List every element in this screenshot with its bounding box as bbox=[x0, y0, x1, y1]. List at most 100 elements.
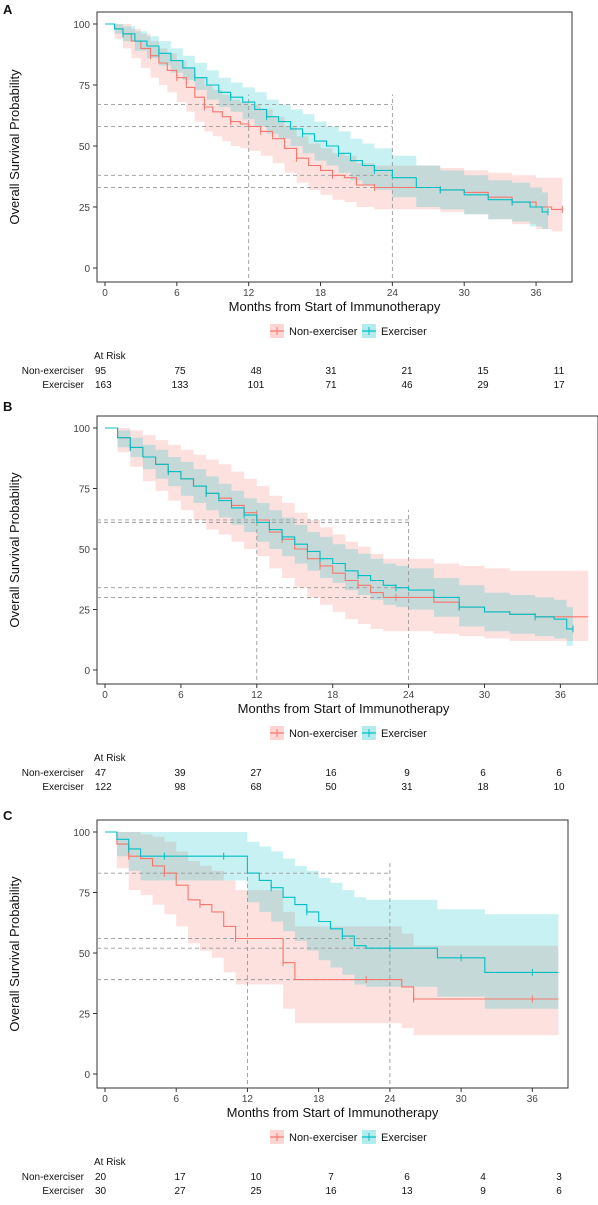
risk-table: At Risk Non-exerciser 47 39 27 16 9 6 6 Exerciser… bbox=[22, 753, 565, 793]
risk-cell: 9 bbox=[404, 768, 410, 779]
y-tick-label: 100 bbox=[73, 20, 90, 31]
risk-cell: 6 bbox=[556, 1186, 562, 1197]
risk-cell: 27 bbox=[174, 1186, 186, 1197]
x-tick-label: 18 bbox=[315, 288, 327, 299]
y-tick-label: 75 bbox=[79, 81, 91, 92]
x-tick-label: 36 bbox=[527, 1094, 539, 1105]
risk-row-label: Exerciser bbox=[42, 380, 84, 391]
x-tick-label: 18 bbox=[313, 1094, 325, 1105]
risk-cell: 48 bbox=[250, 366, 262, 377]
x-tick-label: 0 bbox=[102, 288, 108, 299]
legend-label: Non-exerciser bbox=[289, 326, 358, 338]
risk-cell: 3 bbox=[556, 1172, 562, 1183]
y-tick-label: 50 bbox=[79, 545, 91, 556]
ci-band-non-exerciser bbox=[105, 832, 559, 1036]
risk-cell: 50 bbox=[325, 782, 337, 793]
risk-cell: 16 bbox=[325, 1186, 337, 1197]
risk-cell: 75 bbox=[174, 366, 186, 377]
risk-cell: 98 bbox=[174, 782, 186, 793]
risk-cell: 122 bbox=[95, 782, 112, 793]
y-tick-label: 75 bbox=[79, 485, 91, 496]
x-axis-label: Months from Start of Immunotherapy bbox=[229, 299, 441, 314]
y-axis-label: Overall Survival Probability bbox=[7, 876, 22, 1032]
y-tick-label: 0 bbox=[84, 666, 90, 677]
risk-cell: 31 bbox=[325, 366, 337, 377]
y-tick-label: 75 bbox=[79, 889, 91, 900]
legend-label: Non-exerciser bbox=[289, 1132, 358, 1144]
plot-frame bbox=[96, 11, 573, 283]
x-tick-label: 30 bbox=[456, 1094, 468, 1105]
risk-cell: 29 bbox=[477, 380, 489, 391]
x-tick-label: 0 bbox=[102, 1094, 108, 1105]
risk-row-label: Exerciser bbox=[42, 782, 84, 793]
legend-item-non-exerciser: Non-exerciser bbox=[270, 726, 358, 740]
y-tick-label: 50 bbox=[79, 142, 91, 153]
legend-label: Non-exerciser bbox=[289, 728, 358, 740]
y-axis-label: Overall Survival Probability bbox=[7, 472, 22, 628]
legend-item-non-exerciser: Non-exerciser bbox=[270, 1130, 358, 1144]
risk-cell: 68 bbox=[250, 782, 262, 793]
x-axis-label: Months from Start of Immunotherapy bbox=[227, 1105, 439, 1120]
risk-cell: 133 bbox=[172, 380, 189, 391]
x-tick-label: 24 bbox=[384, 1094, 396, 1105]
survival-line-exerciser bbox=[105, 23, 548, 213]
risk-row-label: Non-exerciser bbox=[22, 768, 85, 779]
risk-cell: 17 bbox=[174, 1172, 186, 1183]
risk-cell: 27 bbox=[250, 768, 262, 779]
x-tick-label: 6 bbox=[174, 288, 180, 299]
y-tick-label: 0 bbox=[84, 264, 90, 275]
y-tick-label: 25 bbox=[79, 606, 91, 617]
panel-c: C Overall Survival Probability 0 25 50 75 100 0… bbox=[3, 808, 569, 1197]
y-axis-label: Overall Survival Probability bbox=[7, 69, 22, 225]
plot-frame bbox=[96, 819, 569, 1089]
legend-item-exerciser: Exerciser bbox=[362, 1130, 427, 1144]
ci-band-exerciser bbox=[105, 24, 548, 229]
y-tick-label: 100 bbox=[73, 424, 90, 435]
risk-row-label: Exerciser bbox=[42, 1186, 84, 1197]
survival-line-non-exerciser bbox=[105, 831, 559, 1000]
plot-frame bbox=[96, 415, 598, 685]
x-tick-label: 18 bbox=[327, 690, 339, 701]
x-tick-label: 30 bbox=[479, 690, 491, 701]
legend-label: Exerciser bbox=[381, 326, 427, 338]
panel-label: A bbox=[3, 2, 13, 17]
risk-table-title: At Risk bbox=[94, 1157, 127, 1168]
risk-cell: 95 bbox=[95, 366, 107, 377]
risk-cell: 13 bbox=[401, 1186, 413, 1197]
risk-row-label: Non-exerciser bbox=[22, 366, 85, 377]
risk-cell: 101 bbox=[248, 380, 265, 391]
legend-label: Exerciser bbox=[381, 1132, 427, 1144]
y-tick-label: 25 bbox=[79, 1010, 91, 1021]
risk-cell: 10 bbox=[250, 1172, 262, 1183]
risk-cell: 71 bbox=[325, 380, 337, 391]
risk-table: At Risk Non-exerciser 95 75 48 31 21 15 11 Exerci… bbox=[22, 351, 565, 391]
risk-cell: 31 bbox=[401, 782, 413, 793]
x-tick-label: 6 bbox=[173, 1094, 179, 1105]
y-tick-label: 50 bbox=[79, 949, 91, 960]
ci-band-non-exerciser bbox=[105, 428, 589, 641]
risk-cell: 21 bbox=[401, 366, 413, 377]
y-tick-label: 0 bbox=[84, 1070, 90, 1081]
risk-table-title: At Risk bbox=[94, 351, 127, 362]
risk-table-title: At Risk bbox=[94, 753, 127, 764]
risk-cell: 47 bbox=[95, 768, 107, 779]
risk-cell: 39 bbox=[174, 768, 186, 779]
x-tick-label: 0 bbox=[102, 690, 108, 701]
legend-item-non-exerciser: Non-exerciser bbox=[270, 324, 358, 338]
risk-cell: 15 bbox=[477, 366, 489, 377]
ci-band-exerciser bbox=[105, 428, 573, 646]
risk-cell: 17 bbox=[553, 380, 565, 391]
x-tick-label: 36 bbox=[531, 288, 543, 299]
panel-b: B Overall Survival Probability 0 25 50 75 100 0… bbox=[3, 399, 598, 793]
risk-cell: 9 bbox=[480, 1186, 486, 1197]
risk-cell: 30 bbox=[95, 1186, 107, 1197]
risk-cell: 25 bbox=[250, 1186, 262, 1197]
risk-cell: 6 bbox=[404, 1172, 410, 1183]
x-tick-label: 24 bbox=[403, 690, 415, 701]
legend-item-exerciser: Exerciser bbox=[362, 726, 427, 740]
risk-cell: 11 bbox=[554, 366, 565, 377]
y-tick-label: 25 bbox=[79, 203, 91, 214]
survival-line-exerciser bbox=[105, 831, 559, 973]
